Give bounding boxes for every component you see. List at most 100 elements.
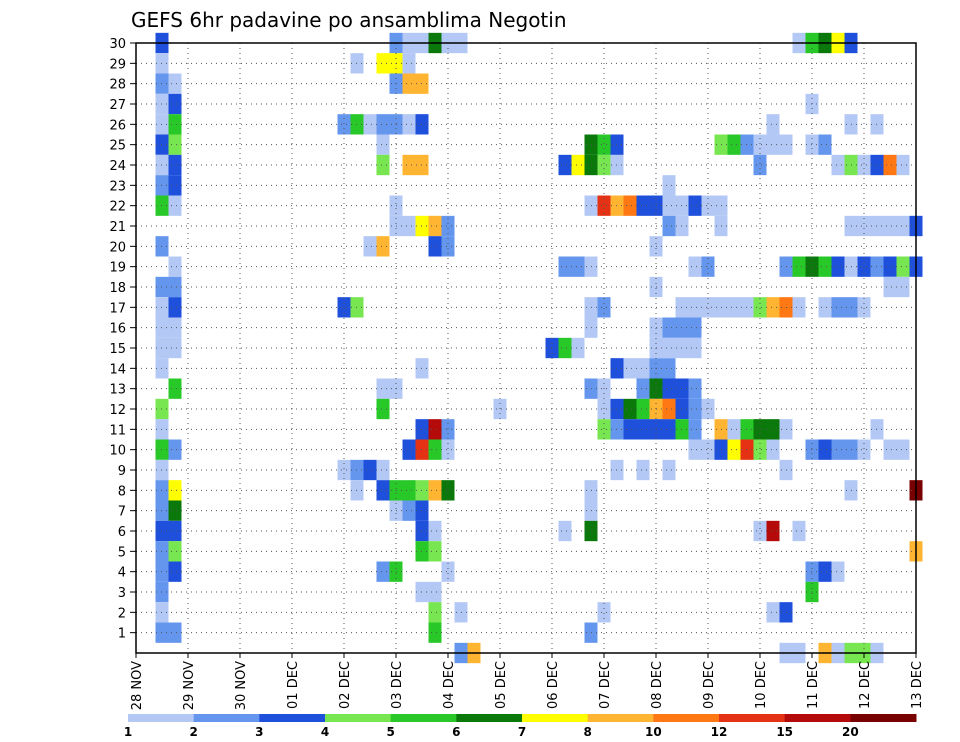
heatmap-cell	[701, 439, 715, 460]
x-tick-label: 10 DEC	[754, 661, 769, 709]
heatmap-cell	[688, 317, 702, 338]
heatmap-cell	[818, 561, 832, 582]
heatmap-cell	[168, 73, 182, 94]
heatmap-cell	[441, 480, 455, 501]
x-tick-label: 30 NOV	[234, 661, 249, 710]
legend-label: 3	[255, 725, 263, 739]
heatmap-cell	[688, 419, 702, 440]
heatmap-cell	[857, 297, 871, 318]
heatmap-cell	[636, 378, 650, 399]
heatmap-cell	[376, 561, 390, 582]
heatmap-cell	[688, 195, 702, 216]
heatmap-cell	[766, 114, 780, 135]
heatmap-cell	[792, 520, 806, 542]
heatmap-cell	[363, 114, 377, 135]
heatmap-cell	[376, 53, 390, 74]
y-tick-label: 28	[109, 78, 126, 93]
heatmap-cell	[168, 541, 182, 562]
legend-label: 7	[518, 725, 526, 739]
heatmap-cell	[571, 256, 585, 277]
heatmap-cell	[662, 317, 676, 338]
y-tick-label: 30	[109, 37, 126, 52]
color-legend: 1 2 3 4 5 6 7 8 10 12 15 20	[124, 714, 917, 739]
heatmap-cell	[428, 541, 442, 562]
heatmap-cell	[428, 622, 442, 643]
heatmap-cell	[402, 154, 416, 176]
legend-swatch	[456, 714, 523, 722]
x-tick-label: 08 DEC	[650, 661, 665, 709]
y-tick-label: 14	[109, 362, 126, 377]
heatmap-cell	[662, 398, 676, 420]
y-tick-label: 13	[109, 383, 126, 398]
y-tick-label: 27	[109, 98, 126, 113]
heatmap-cell	[662, 215, 676, 237]
y-tick-label: 25	[109, 139, 126, 154]
legend-swatch	[193, 714, 260, 722]
heatmap-cell	[766, 602, 780, 623]
heatmap-cell	[376, 114, 390, 135]
x-tick-label: 03 DEC	[390, 661, 405, 709]
legend-label: 10	[645, 725, 662, 739]
y-tick-label: 5	[118, 545, 126, 560]
heatmap-cell	[428, 480, 442, 501]
heatmap-cell	[428, 439, 442, 460]
y-tick-label: 20	[109, 240, 126, 255]
heatmap-cell	[168, 622, 182, 643]
heatmap-cell	[896, 439, 910, 460]
heatmap-cell	[831, 297, 845, 318]
heatmap-cell	[766, 134, 780, 155]
heatmap-cell	[441, 439, 455, 460]
heatmap-cell	[428, 419, 442, 440]
heatmap-cell	[818, 256, 832, 277]
heatmap-cell	[623, 195, 637, 216]
heatmap-cell	[701, 195, 715, 216]
heatmap-cell	[831, 256, 845, 277]
y-tick-label: 11	[109, 423, 126, 438]
heatmap-cell	[662, 195, 676, 216]
heatmap-cell	[558, 520, 572, 542]
heatmap-cell	[376, 134, 390, 155]
heatmap-cell	[688, 378, 702, 399]
heatmap-cell	[753, 520, 767, 542]
heatmap-cell	[636, 358, 650, 379]
heatmap-cell	[168, 195, 182, 216]
legend-swatch	[128, 714, 195, 722]
legend-swatch	[850, 714, 917, 722]
heatmap-cell	[428, 520, 442, 542]
heatmap-cell	[402, 114, 416, 135]
heatmap-cell	[428, 581, 442, 603]
heatmap-cell	[662, 459, 676, 481]
heatmap-cell	[831, 154, 845, 176]
heatmap-cell	[402, 480, 416, 501]
heatmap-cell	[402, 500, 416, 521]
heatmap-cell	[168, 378, 182, 399]
x-tick-label: 09 DEC	[702, 661, 717, 709]
heatmap-cell	[636, 398, 650, 420]
heatmap-cell	[168, 175, 182, 196]
heatmap-cell	[818, 439, 832, 460]
heatmap-cell	[558, 154, 572, 176]
y-tick-label: 6	[118, 525, 126, 540]
heatmap-cell	[168, 337, 182, 359]
heatmap-cell	[597, 602, 611, 623]
y-tick-label: 26	[109, 118, 126, 133]
y-tick-label: 4	[118, 566, 126, 581]
x-tick-label: 04 DEC	[442, 661, 457, 709]
x-tick-label: 28 NOV	[130, 661, 145, 710]
heatmap-cell	[597, 154, 611, 176]
heatmap-cell	[831, 439, 845, 460]
heatmap-cell	[441, 215, 455, 237]
heatmap-cell	[766, 439, 780, 460]
heatmap-cell	[337, 114, 351, 135]
heatmap-cell	[363, 459, 377, 481]
heatmap-cell	[662, 358, 676, 379]
legend-label: 20	[842, 725, 859, 739]
heatmap-cell	[376, 480, 390, 501]
heatmap-cell	[428, 215, 442, 237]
heatmap-cell	[168, 134, 182, 155]
heatmap-cell	[558, 337, 572, 359]
y-tick-label: 21	[109, 220, 126, 235]
legend-swatch	[259, 714, 326, 722]
heatmap-cell	[441, 419, 455, 440]
